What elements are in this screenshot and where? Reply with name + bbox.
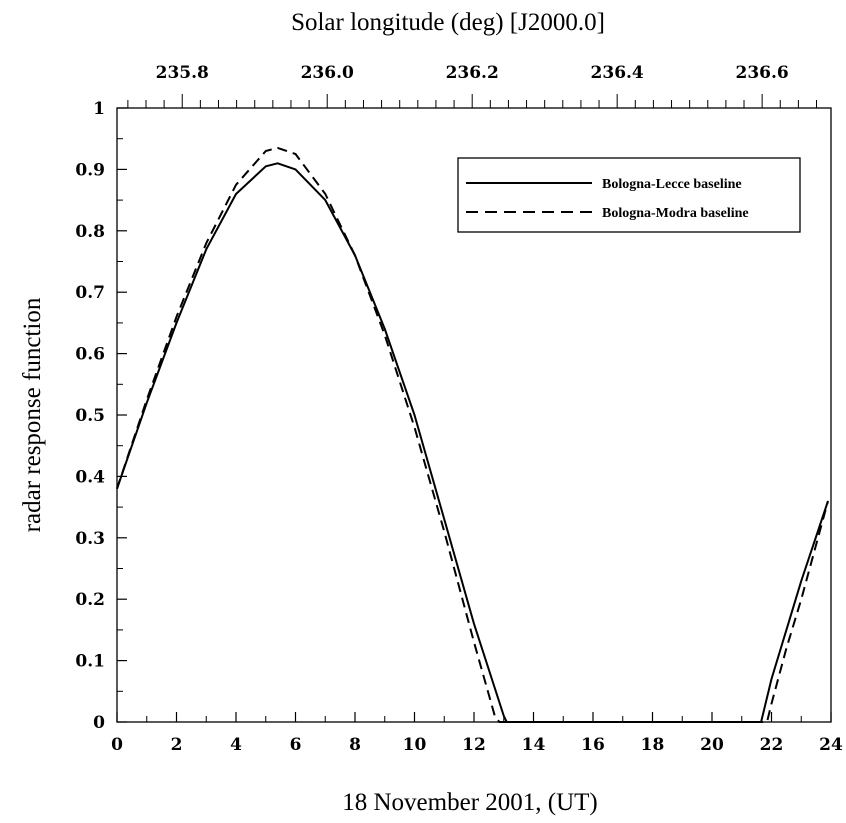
top-tick-label: 236.6 bbox=[736, 63, 789, 83]
x-tick-label: 8 bbox=[349, 735, 361, 755]
x-tick-label: 14 bbox=[522, 735, 546, 755]
y-tick-label: 0.2 bbox=[75, 590, 105, 610]
bottom-x-axis: 0 2 4 6 8 10 12 14 16 18 20 22 24 bbox=[111, 712, 843, 755]
x-tick-label: 20 bbox=[700, 735, 724, 755]
x-tick-label: 18 bbox=[641, 735, 665, 755]
series-line-bologna-modra bbox=[116, 146, 829, 723]
top-tick-label: 235.8 bbox=[156, 63, 209, 83]
x-tick-label: 2 bbox=[171, 735, 183, 755]
y-axis: 0 0.1 0.2 0.3 0.4 0.5 0.6 0.7 0.8 0.9 1 bbox=[75, 99, 127, 733]
top-x-axis: 235.8 236.0 236.2 236.4 236.6 bbox=[127, 63, 818, 108]
y-tick-label: 0.6 bbox=[75, 345, 105, 365]
x-tick-label: 10 bbox=[403, 735, 427, 755]
legend: Bologna-Lecce baseline Bologna-Modra bas… bbox=[457, 157, 801, 233]
legend-label-bologna-modra: Bologna-Modra baseline bbox=[602, 206, 749, 221]
top-axis-title: Solar longitude (deg) [J2000.0] bbox=[291, 9, 605, 36]
x-tick-label: 16 bbox=[581, 735, 605, 755]
y-tick-label: 0.4 bbox=[75, 467, 105, 487]
y-tick-label: 0.9 bbox=[75, 160, 105, 180]
legend-box bbox=[457, 157, 801, 233]
top-tick-label: 236.4 bbox=[591, 63, 644, 83]
top-tick-label: 236.0 bbox=[301, 63, 354, 83]
y-tick-label: 0.3 bbox=[75, 529, 105, 549]
y-tick-label: 0 bbox=[93, 713, 105, 733]
x-tick-label: 4 bbox=[230, 735, 242, 755]
legend-label-bologna-lecce: Bologna-Lecce baseline bbox=[602, 177, 742, 192]
x-axis-title: 18 November 2001, (UT) bbox=[342, 789, 598, 816]
y-axis-title: radar response function bbox=[19, 297, 46, 532]
y-tick-label: 0.7 bbox=[75, 283, 105, 303]
x-tick-label: 24 bbox=[819, 735, 843, 755]
x-tick-label: 12 bbox=[462, 735, 486, 755]
y-tick-label: 0.1 bbox=[75, 652, 105, 672]
y-tick-label: 0.5 bbox=[75, 406, 105, 426]
top-tick-label: 236.2 bbox=[446, 63, 499, 83]
x-tick-label: 22 bbox=[760, 735, 784, 755]
x-tick-label: 0 bbox=[111, 735, 123, 755]
x-tick-label: 6 bbox=[290, 735, 302, 755]
y-tick-label: 0.8 bbox=[75, 222, 105, 242]
series-layer bbox=[116, 146, 829, 723]
series-line-bologna-lecce bbox=[116, 162, 829, 723]
y-tick-label: 1 bbox=[93, 99, 105, 119]
